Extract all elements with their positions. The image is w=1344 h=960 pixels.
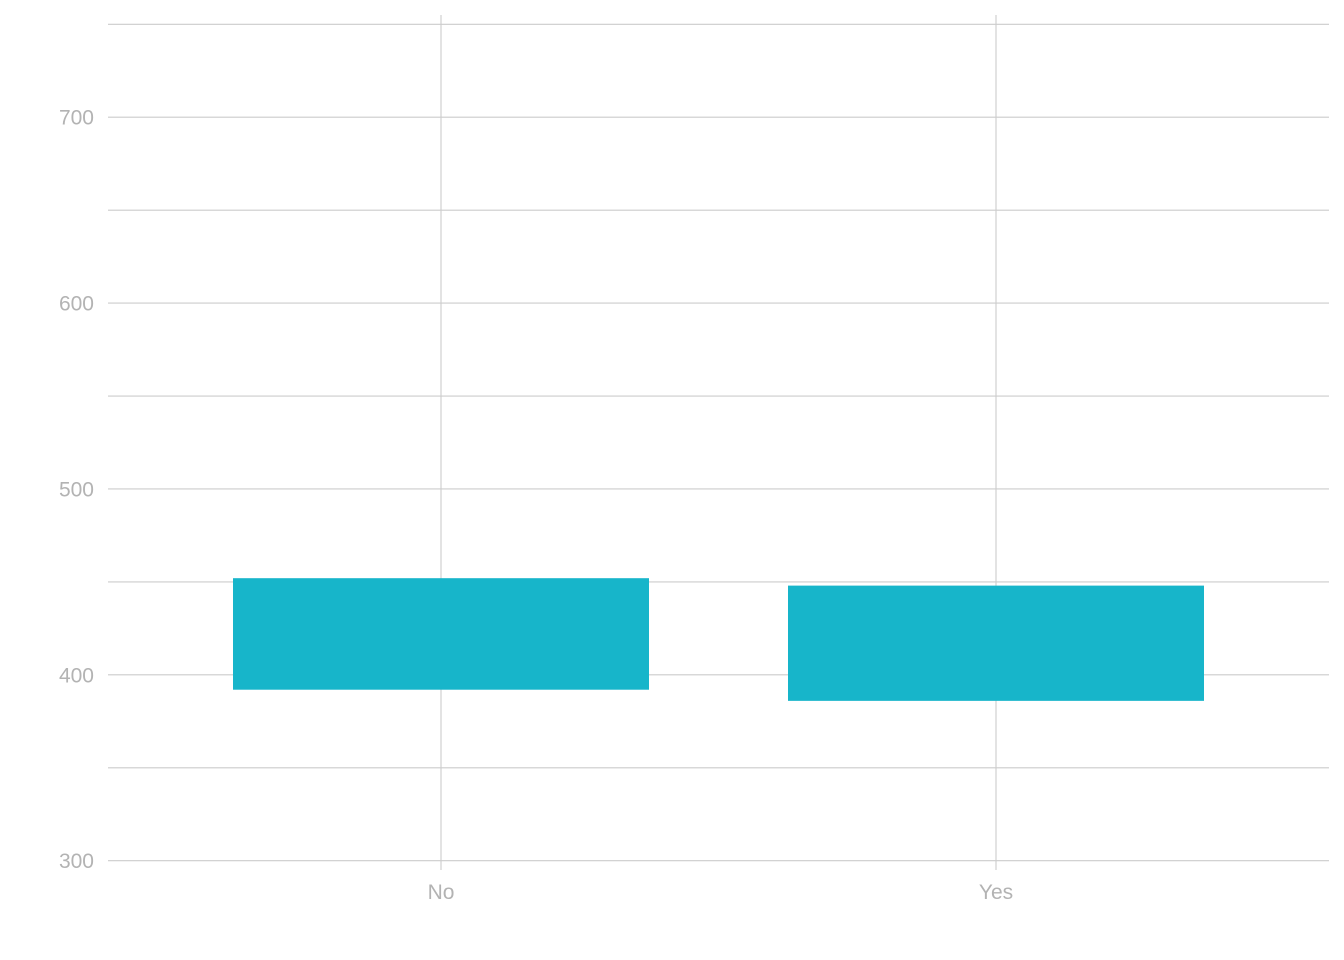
bars	[233, 578, 1204, 701]
y-tick-label-400: 400	[59, 664, 94, 687]
grid	[108, 15, 1329, 870]
bar-no	[233, 578, 649, 690]
tick-labels: 300 400 500 600 700 No Yes	[59, 107, 1013, 904]
y-tick-label-300: 300	[59, 850, 94, 873]
y-tick-label-700: 700	[59, 107, 94, 130]
x-tick-label-yes: Yes	[979, 881, 1013, 904]
y-tick-label-600: 600	[59, 293, 94, 316]
x-tick-label-no: No	[428, 881, 455, 904]
bar-yes	[788, 585, 1204, 701]
y-tick-label-500: 500	[59, 478, 94, 501]
